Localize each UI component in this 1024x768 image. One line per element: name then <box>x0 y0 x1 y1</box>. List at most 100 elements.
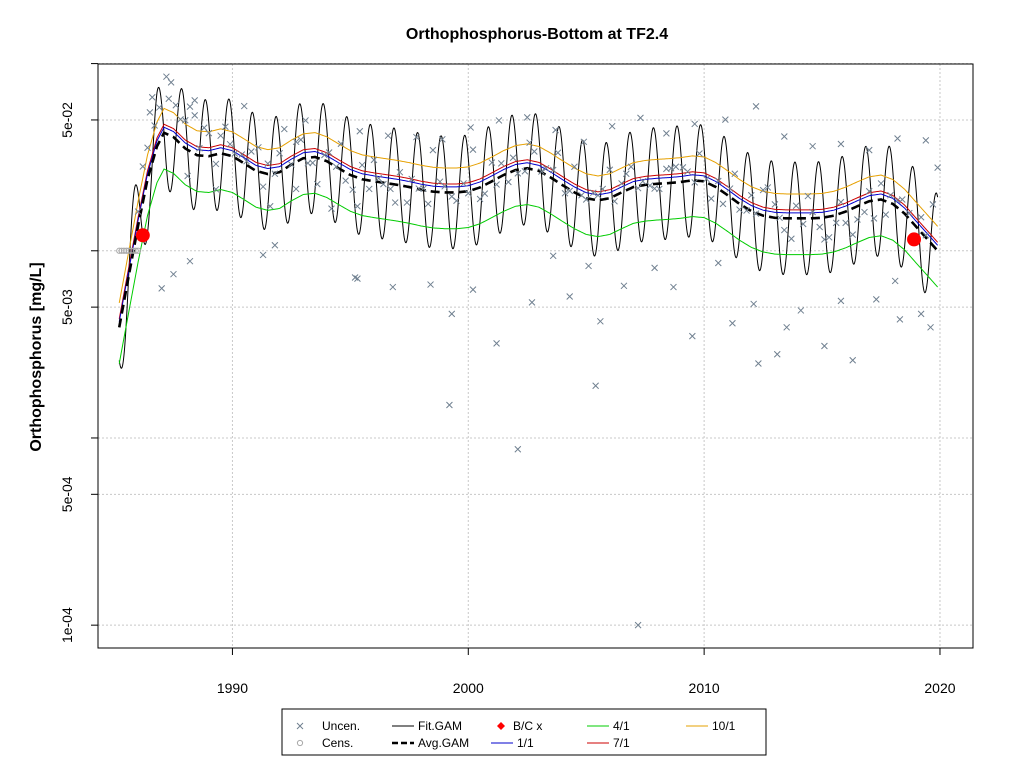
legend-item: 1/1 <box>491 736 534 750</box>
uncensored-point <box>427 281 434 288</box>
uncensored-point <box>358 161 366 169</box>
uncensored-point <box>792 202 800 210</box>
uncensored-point <box>396 168 404 176</box>
legend-label: Avg.GAM <box>418 736 469 750</box>
uncensored-point <box>566 293 574 300</box>
uncensored-point <box>259 251 267 259</box>
uncensored-point <box>821 236 828 243</box>
uncensored-point <box>271 241 279 249</box>
uncensored-point <box>691 179 699 186</box>
uncensored-point <box>776 214 783 222</box>
legend-item: Uncen. <box>296 719 360 733</box>
uncensored-point <box>714 259 722 267</box>
uncensored-point <box>191 112 199 119</box>
uncensored-point <box>837 140 845 148</box>
uncensored-point <box>887 191 894 199</box>
uncensored-point <box>549 166 557 174</box>
uncensored-point <box>755 360 762 367</box>
uncensored-point <box>773 350 781 358</box>
uncensored-point <box>170 270 177 278</box>
uncensored-point <box>446 401 453 409</box>
uncensored-point <box>752 102 760 110</box>
legend-label: 7/1 <box>613 736 630 750</box>
uncensored-point <box>309 159 316 167</box>
uncensored-point <box>292 138 300 146</box>
uncensored-point <box>337 140 345 148</box>
uncensored-point <box>780 133 788 140</box>
uncensored-point <box>212 160 220 168</box>
legend-label: 4/1 <box>613 719 630 733</box>
uncensored-point <box>453 197 460 205</box>
uncensored-point <box>375 174 383 182</box>
uncensored-point <box>554 149 562 157</box>
bc-point <box>135 228 150 243</box>
legend-item: Avg.GAM <box>392 736 469 750</box>
uncensored-point <box>606 166 614 174</box>
uncensored-point <box>165 95 173 103</box>
uncensored-point <box>370 156 378 164</box>
uncensored-point <box>696 150 703 157</box>
uncensored-point <box>172 101 180 109</box>
uncensored-point <box>288 161 295 168</box>
uncensored-point <box>155 104 163 111</box>
uncensored-point <box>646 182 654 189</box>
series-jan1-line <box>118 126 938 322</box>
uncensored-point <box>597 317 604 325</box>
uncensored-point <box>523 114 531 121</box>
uncensored-point <box>297 136 305 144</box>
uncensored-point <box>809 208 816 216</box>
chart-title: Orthophosphorus-Bottom at TF2.4 <box>406 26 668 43</box>
uncensored-point <box>917 213 925 221</box>
uncensored-point <box>634 621 642 629</box>
points-group <box>116 73 941 629</box>
uncensored-point <box>493 181 500 188</box>
uncensored-point <box>538 168 545 175</box>
uncensored-point <box>266 202 274 210</box>
uncensored-point <box>714 177 722 185</box>
uncensored-point <box>212 185 220 193</box>
uncensored-point <box>592 382 599 390</box>
uncensored-point <box>891 277 899 285</box>
uncensored-point <box>391 199 399 206</box>
uncensored-point <box>264 160 272 168</box>
uncensored-point <box>752 210 760 217</box>
uncensored-point <box>441 182 449 190</box>
uncensored-point <box>380 180 387 188</box>
uncensored-point <box>877 180 885 187</box>
uncensored-point <box>205 129 213 137</box>
uncensored-point <box>809 142 816 150</box>
uncensored-point <box>622 170 630 178</box>
plot-frame <box>97 63 974 649</box>
uncensored-point <box>469 286 477 293</box>
series-jul1-line <box>118 123 938 319</box>
uncensored-point <box>780 226 788 234</box>
uncensored-point <box>651 264 658 272</box>
uncensored-point <box>328 205 335 212</box>
uncensored-point <box>509 154 517 162</box>
uncensored-point <box>670 283 677 291</box>
uncensored-point <box>750 300 758 308</box>
uncensored-point <box>493 340 500 347</box>
uncensored-point <box>854 216 861 223</box>
uncensored-point <box>566 187 574 195</box>
uncensored-point <box>276 149 283 157</box>
uncensored-point <box>191 97 199 104</box>
uncensored-point <box>832 219 840 227</box>
uncensored-point <box>184 172 191 180</box>
legend-swatch <box>296 722 304 730</box>
uncensored-point <box>571 163 578 171</box>
uncensored-point <box>797 307 805 314</box>
uncensored-point <box>384 132 392 140</box>
uncensored-point <box>552 126 559 134</box>
uncensored-point <box>231 150 239 157</box>
uncensored-point <box>217 132 224 140</box>
legend-item: 4/1 <box>587 719 630 733</box>
uncensored-point <box>655 185 663 193</box>
uncensored-point <box>816 223 824 231</box>
uncensored-point <box>743 207 750 214</box>
legend-label: Uncen. <box>322 719 360 733</box>
uncensored-point <box>222 123 229 131</box>
uncensored-point <box>469 146 477 153</box>
uncensored-point <box>356 127 364 135</box>
uncensored-point <box>146 108 154 116</box>
